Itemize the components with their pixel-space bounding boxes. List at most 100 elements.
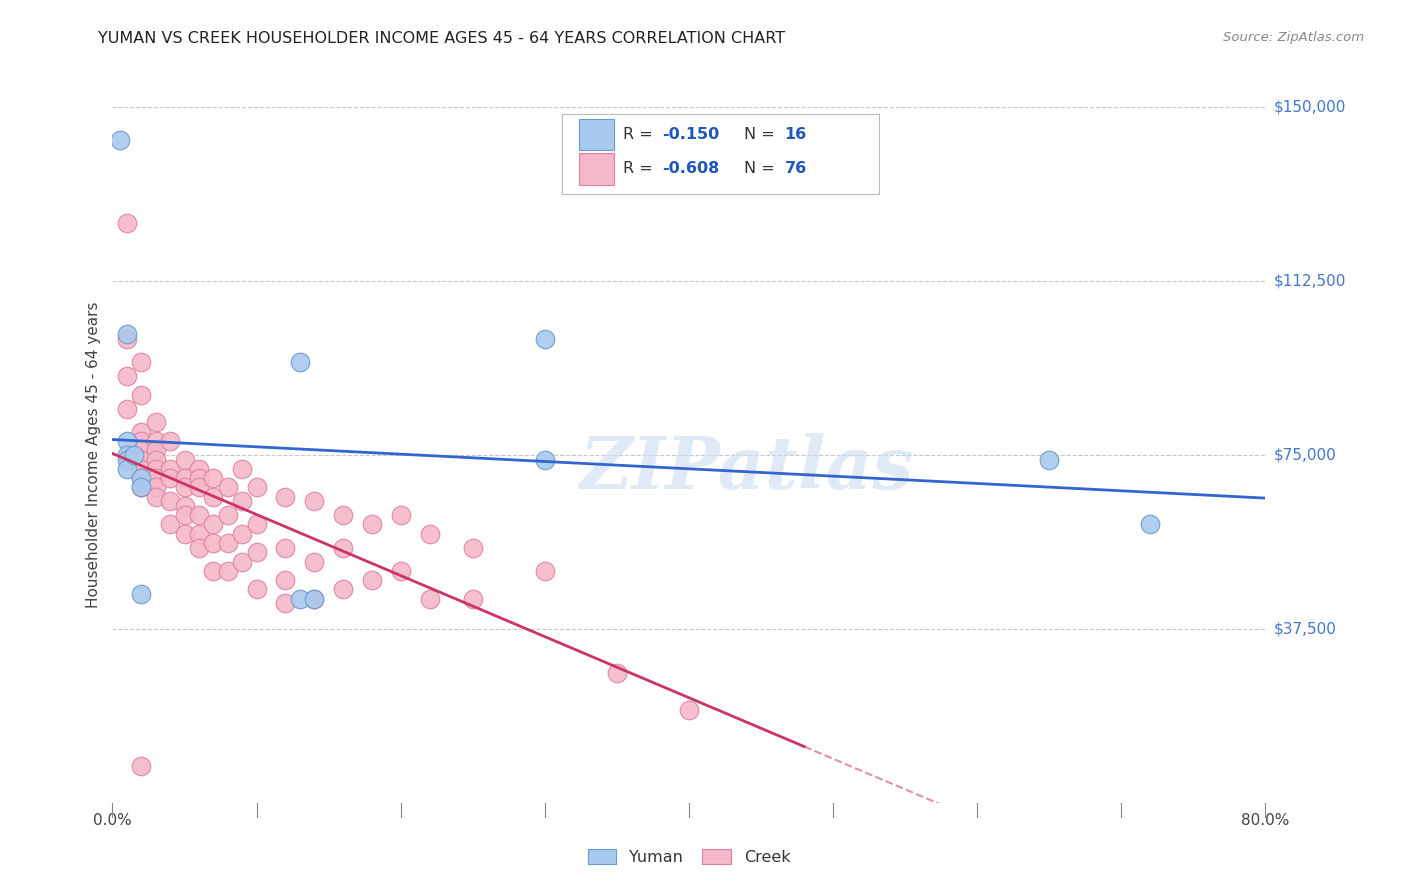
Point <box>678 703 700 717</box>
Point <box>231 555 253 569</box>
Point <box>202 536 225 550</box>
Point <box>188 471 211 485</box>
Text: YUMAN VS CREEK HOUSEHOLDER INCOME AGES 45 - 64 YEARS CORRELATION CHART: YUMAN VS CREEK HOUSEHOLDER INCOME AGES 4… <box>98 31 786 46</box>
Point <box>159 517 181 532</box>
Point <box>129 434 153 448</box>
Point <box>173 508 195 523</box>
Point <box>188 462 211 476</box>
Point <box>231 494 253 508</box>
Text: R =: R = <box>623 127 658 142</box>
Point <box>389 564 412 578</box>
Point <box>159 462 181 476</box>
Point <box>288 355 311 369</box>
Point <box>173 499 195 513</box>
Point <box>360 573 382 587</box>
Point <box>217 536 239 550</box>
Point <box>108 132 131 146</box>
Point <box>145 443 167 458</box>
Point <box>245 582 267 597</box>
Point <box>461 541 484 555</box>
FancyBboxPatch shape <box>579 153 614 185</box>
Point <box>129 758 153 772</box>
Point <box>304 591 326 606</box>
Point <box>1038 452 1060 467</box>
Point <box>288 591 311 606</box>
Text: R =: R = <box>623 161 658 177</box>
Point <box>389 508 412 523</box>
Point <box>129 355 153 369</box>
Text: N =: N = <box>744 127 780 142</box>
Point <box>188 526 211 541</box>
Point <box>115 369 138 384</box>
FancyBboxPatch shape <box>579 120 614 151</box>
Point <box>461 591 484 606</box>
Point <box>145 490 167 504</box>
Point <box>304 555 326 569</box>
Point <box>173 452 195 467</box>
Point <box>129 480 153 494</box>
Legend: Yuman, Creek: Yuman, Creek <box>581 842 797 871</box>
Text: -0.150: -0.150 <box>662 127 720 142</box>
Y-axis label: Householder Income Ages 45 - 64 years: Householder Income Ages 45 - 64 years <box>86 301 101 608</box>
Point <box>304 591 326 606</box>
Text: N =: N = <box>744 161 780 177</box>
Point <box>217 564 239 578</box>
Point <box>360 517 382 532</box>
Point <box>245 517 267 532</box>
Text: -0.608: -0.608 <box>662 161 720 177</box>
Point <box>159 494 181 508</box>
Point <box>274 573 297 587</box>
Point <box>533 332 555 346</box>
Point <box>274 596 297 610</box>
Point <box>115 452 138 467</box>
Text: $37,500: $37,500 <box>1274 622 1337 636</box>
Point <box>115 401 138 416</box>
Point <box>129 480 153 494</box>
Text: 76: 76 <box>785 161 807 177</box>
Point <box>274 490 297 504</box>
Point <box>115 462 138 476</box>
Point <box>173 526 195 541</box>
Point <box>332 582 354 597</box>
Point <box>115 327 138 342</box>
Point <box>129 443 153 458</box>
Text: Source: ZipAtlas.com: Source: ZipAtlas.com <box>1223 31 1364 45</box>
Point <box>533 564 555 578</box>
Point <box>188 480 211 494</box>
Point <box>419 591 441 606</box>
Point <box>145 416 167 430</box>
Point <box>217 508 239 523</box>
Point <box>217 480 239 494</box>
Point <box>145 480 167 494</box>
Point <box>332 508 354 523</box>
Point <box>145 462 167 476</box>
Point <box>115 448 138 462</box>
Point <box>129 452 153 467</box>
Point <box>188 541 211 555</box>
Point <box>202 490 225 504</box>
Point <box>115 216 138 230</box>
Point <box>202 517 225 532</box>
Point <box>1139 517 1161 532</box>
Text: $112,500: $112,500 <box>1274 274 1346 288</box>
Text: $150,000: $150,000 <box>1274 100 1346 114</box>
Point <box>274 541 297 555</box>
Point <box>304 494 326 508</box>
Point <box>115 434 138 448</box>
Point <box>129 471 153 485</box>
Text: 16: 16 <box>785 127 807 142</box>
Point <box>245 545 267 559</box>
Point <box>202 471 225 485</box>
Point <box>129 425 153 439</box>
Point <box>129 387 153 401</box>
Point <box>202 564 225 578</box>
Point <box>332 541 354 555</box>
Point <box>188 508 211 523</box>
Point <box>245 480 267 494</box>
Point <box>173 471 195 485</box>
Text: ZIPatlas: ZIPatlas <box>579 434 914 504</box>
Point <box>606 665 628 680</box>
FancyBboxPatch shape <box>562 114 879 194</box>
Point <box>231 462 253 476</box>
Point <box>129 587 153 601</box>
